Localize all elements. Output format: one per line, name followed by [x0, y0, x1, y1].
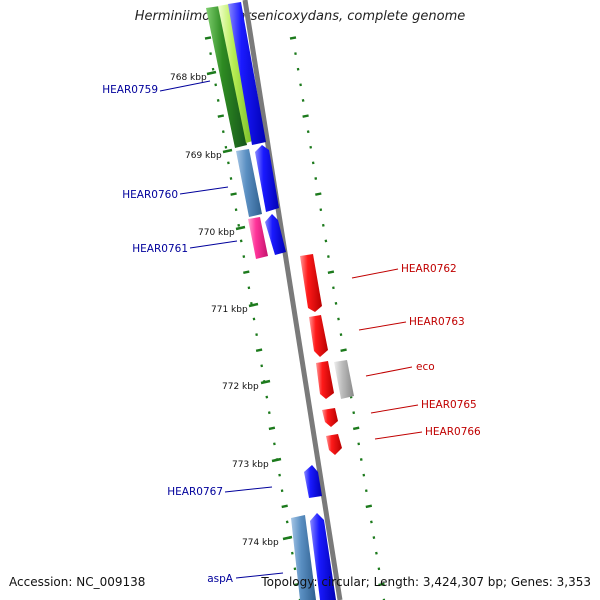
gene-hear0761-blue[interactable] — [265, 214, 286, 255]
minor-tick — [349, 395, 353, 399]
gene-aspa-steel[interactable] — [291, 515, 316, 600]
reverse-genes — [300, 254, 354, 455]
minor-tick — [242, 255, 246, 258]
ruler-major-tick — [282, 535, 293, 541]
gene-label[interactable]: HEAR0766 — [425, 426, 481, 438]
minor-tick — [237, 223, 241, 227]
gene-hear0762-red[interactable] — [300, 254, 322, 312]
ruler-major-tick — [260, 379, 271, 385]
minor-tick — [352, 411, 356, 415]
accession-text: Accession: NC_009138 — [9, 575, 146, 589]
gene-label[interactable]: HEAR0765 — [421, 399, 477, 411]
gene-label[interactable]: HEAR0759 — [102, 84, 158, 96]
gene-hear0761-pink[interactable] — [248, 217, 268, 259]
gene-hear0766-red[interactable] — [326, 434, 342, 455]
ruler-major-tick — [222, 148, 233, 154]
gene-label[interactable]: HEAR0760 — [122, 189, 178, 201]
forward-genes — [206, 2, 336, 600]
minor-tick — [324, 239, 328, 243]
minor-tick — [243, 270, 250, 274]
gene-eco-grey[interactable] — [334, 360, 354, 399]
minor-tick — [281, 504, 288, 509]
ruler-major-tick — [206, 70, 217, 76]
minor-tick — [290, 551, 294, 555]
minor-tick — [285, 520, 289, 524]
leader-hear0763 — [358, 321, 407, 331]
minor-tick — [267, 411, 271, 415]
gene-hear0760-steel[interactable] — [236, 149, 262, 217]
gene-labels: HEAR0759 HEAR0760 HEAR0761 HEAR0762 HEAR… — [102, 84, 481, 585]
minor-tick — [255, 348, 263, 352]
minor-tick — [378, 582, 385, 587]
minor-tick — [260, 364, 264, 368]
minor-tick — [214, 83, 218, 87]
leader-hear0766 — [374, 431, 423, 440]
gene-label[interactable]: HEAR0762 — [401, 263, 457, 275]
leader-hear0761 — [189, 240, 238, 249]
minor-tick — [375, 551, 378, 555]
minor-tick — [217, 114, 225, 118]
minor-tick — [370, 520, 373, 524]
gene-hear0763-red[interactable] — [309, 315, 328, 357]
gene-hear0759-green[interactable] — [206, 6, 247, 148]
minor-tick — [216, 99, 220, 102]
leader-eco — [365, 366, 413, 377]
gene-label[interactable]: HEAR0763 — [409, 316, 465, 328]
minor-tick — [265, 395, 269, 399]
minor-tick — [365, 504, 373, 509]
ruler: 768 kbp 769 kbp 770 kbp 771 kbp 772 kbp … — [170, 70, 293, 548]
ruler-label: 768 kbp — [170, 73, 207, 83]
leader-hear0760 — [179, 186, 229, 195]
minor-tick — [230, 192, 237, 196]
gene-hear0759-blue[interactable] — [228, 2, 266, 145]
leader-aspa — [235, 572, 284, 579]
ruler-label: 772 kbp — [222, 382, 259, 392]
ruler-label: 774 kbp — [242, 538, 279, 548]
minor-tick — [340, 348, 347, 352]
minor-tick — [221, 130, 225, 134]
ruler-label: 769 kbp — [185, 151, 222, 161]
minor-tick — [301, 99, 305, 102]
minor-tick — [299, 83, 302, 87]
ruler-major-tick — [271, 457, 282, 463]
gene-label[interactable]: aspA — [207, 573, 234, 585]
minor-tick — [239, 239, 243, 243]
leader-hear0759 — [159, 80, 211, 92]
minor-tick — [327, 255, 330, 258]
minor-tick — [289, 36, 297, 40]
ruler-label: 770 kbp — [198, 228, 235, 238]
minor-tick — [268, 426, 276, 431]
gene-hear0760-blue[interactable] — [255, 145, 279, 212]
minor-tick — [352, 426, 360, 431]
gene-aspa-blue[interactable] — [310, 513, 336, 600]
label-leaders — [159, 80, 423, 579]
ruler-major-tick — [248, 302, 259, 308]
minor-tick — [315, 192, 322, 196]
minor-tick — [302, 114, 309, 118]
minor-tick — [306, 130, 310, 134]
minor-tick — [321, 223, 325, 227]
topology-text: Topology: circular; Length: 3,424,307 bp… — [261, 575, 591, 589]
leader-hear0762 — [351, 268, 399, 279]
minor-tick — [327, 270, 335, 274]
gene-hear0765-red[interactable] — [322, 408, 338, 427]
gene-label[interactable]: eco — [416, 361, 435, 373]
gene-label[interactable]: HEAR0767 — [167, 486, 223, 498]
genome-backbone — [242, 0, 343, 600]
leader-hear0767 — [224, 486, 273, 493]
minor-tick — [372, 536, 376, 539]
gene-hear0767-blue[interactable] — [304, 465, 322, 498]
ruler-major-tick — [235, 225, 246, 231]
ruler-label: 773 kbp — [232, 460, 269, 470]
minor-tick — [204, 36, 212, 40]
gene-label[interactable]: HEAR0761 — [132, 243, 188, 255]
leader-hear0765 — [370, 404, 419, 414]
gene-eco-red[interactable] — [316, 361, 334, 399]
ruler-label: 771 kbp — [211, 305, 248, 315]
